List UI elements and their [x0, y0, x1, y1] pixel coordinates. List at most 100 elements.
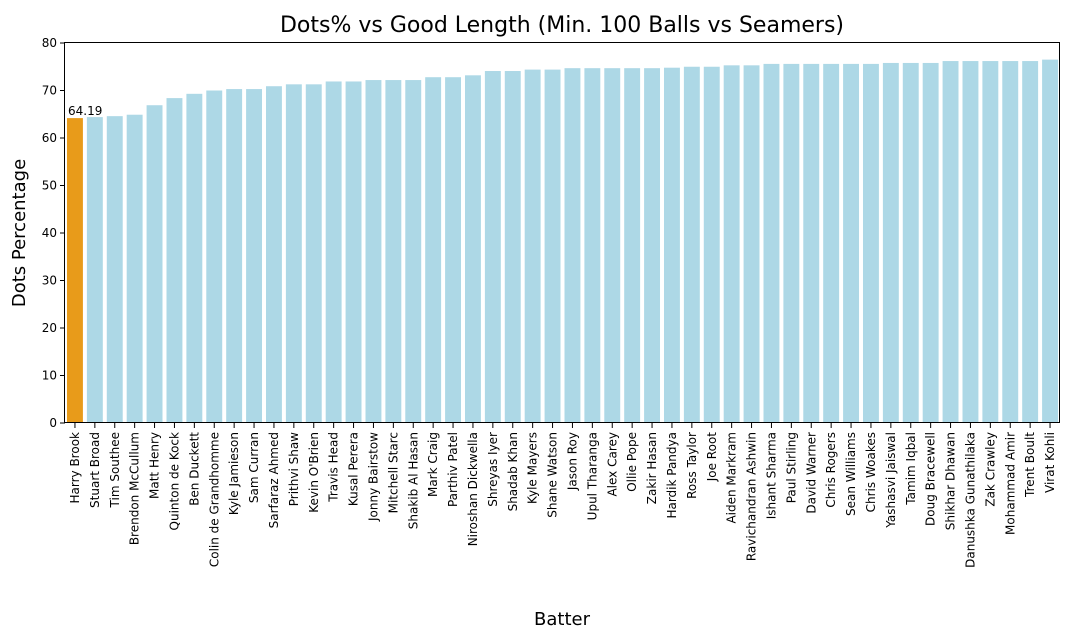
- bar: [743, 65, 760, 423]
- y-tick-label: 10: [42, 369, 57, 383]
- bar: [544, 69, 561, 423]
- x-tick-label: Aiden Markram: [725, 432, 739, 524]
- bar: [1002, 61, 1019, 424]
- x-tick-label: Kyle Jamieson: [227, 432, 241, 515]
- x-tick-label: Travis Head: [327, 432, 341, 503]
- bar: [86, 117, 103, 423]
- bar: [723, 65, 740, 423]
- bar: [166, 98, 183, 423]
- x-tick-label: Virat Kohli: [1043, 432, 1057, 493]
- bar: [763, 63, 780, 424]
- bar: [206, 90, 223, 423]
- x-tick-label: David Warner: [804, 432, 818, 514]
- x-tick-label: Niroshan Dickwella: [466, 432, 480, 546]
- x-tick-label: Kevin O'Brien: [307, 432, 321, 513]
- bar: [803, 63, 820, 424]
- x-tick-label: Shadab Khan: [506, 432, 520, 511]
- data-labels-group: 64.19: [68, 104, 102, 118]
- y-tick-label: 50: [42, 179, 57, 193]
- bar: [882, 62, 899, 423]
- x-tick-label: Ollie Pope: [625, 432, 639, 492]
- bar: [663, 67, 680, 423]
- chart-title: Dots% vs Good Length (Min. 100 Balls vs …: [280, 13, 844, 38]
- data-label: 64.19: [68, 104, 102, 118]
- x-tick-label: Hardik Pandya: [665, 432, 679, 519]
- x-tick-label: Shakib Al Hasan: [406, 432, 420, 529]
- bar: [325, 81, 342, 423]
- bar: [305, 84, 322, 423]
- x-tick-label: Mohammad Amir: [1003, 432, 1017, 535]
- x-tick-label: Mark Craig: [426, 432, 440, 497]
- bar: [862, 63, 879, 424]
- plot-frame: [64, 42, 1060, 423]
- y-tick-label: 30: [42, 274, 57, 288]
- bar: [604, 68, 621, 424]
- x-tick-label: Ben Duckett: [187, 432, 201, 506]
- y-axis-label: Dots Percentage: [9, 159, 30, 307]
- x-tick-label: Mitchell Starc: [386, 432, 400, 513]
- bars-group: [66, 59, 1059, 424]
- x-tick-label: Shikhar Dhawan: [944, 432, 958, 530]
- bar: [365, 80, 382, 424]
- x-tick-label: Parthiv Patel: [446, 432, 460, 507]
- x-tick-label: Harry Brook: [68, 432, 82, 504]
- x-tick-label: Shane Watson: [546, 432, 560, 518]
- y-tick-label: 40: [42, 226, 57, 240]
- bar: [1042, 59, 1059, 423]
- y-tick-label: 0: [49, 416, 57, 430]
- y-axis: 0 10 20 30 40 50 60 70 80: [42, 36, 65, 430]
- bar: [1022, 61, 1039, 424]
- bar: [922, 62, 939, 423]
- x-tick-label: Prithvi Shaw: [287, 432, 301, 506]
- x-tick-label: Sarfaraz Ahmed: [267, 432, 281, 528]
- bar: [644, 68, 661, 424]
- x-tick-label: Stuart Broad: [88, 432, 102, 508]
- x-tick-label: Tamim Iqbal: [904, 432, 918, 506]
- x-tick-label: Tim Southee: [108, 432, 122, 508]
- y-tick-label: 20: [42, 321, 57, 335]
- x-tick-label: Kyle Mayers: [526, 432, 540, 504]
- x-tick-label: Jonny Bairstow: [366, 432, 380, 522]
- bar: [146, 105, 163, 423]
- x-axis: Harry Brook Stuart Broad Tim Southee Brendo…: [68, 423, 1057, 568]
- bar: [126, 114, 143, 423]
- bar: [942, 61, 959, 424]
- bar: [464, 75, 481, 424]
- x-tick-label: Danushka Gunathilaka: [963, 432, 977, 568]
- x-tick-label: Doug Bracewell: [924, 432, 938, 526]
- bar: [265, 86, 282, 423]
- y-tick-label: 80: [42, 36, 57, 50]
- x-tick-label: Jason Roy: [565, 432, 579, 491]
- x-tick-label: Matt Henry: [148, 432, 162, 499]
- x-tick-label: Upul Tharanga: [585, 432, 599, 520]
- x-tick-label: Zakir Hasan: [645, 432, 659, 504]
- bar: [683, 66, 700, 423]
- bar: [982, 61, 999, 424]
- bar: [624, 68, 641, 424]
- bar: [226, 89, 243, 423]
- x-tick-label: Chris Woakes: [864, 432, 878, 512]
- bar: [584, 68, 601, 424]
- bar: [484, 71, 501, 424]
- bar: [703, 66, 720, 423]
- x-tick-label: Trent Boult: [1023, 432, 1037, 498]
- bar: [902, 62, 919, 423]
- x-tick-label: Chris Rogers: [824, 432, 838, 508]
- bar: [823, 63, 840, 424]
- bar: [425, 77, 442, 423]
- x-tick-label: Alex Carey: [605, 432, 619, 497]
- bar: [246, 89, 263, 423]
- bar: [385, 80, 402, 424]
- x-tick-label: Shreyas Iyer: [486, 432, 500, 507]
- y-tick-label: 60: [42, 131, 57, 145]
- bar: [285, 84, 302, 423]
- x-axis-label: Batter: [534, 609, 591, 630]
- x-tick-label: Quinton de Kock: [167, 432, 181, 530]
- x-tick-label: Zak Crawley: [983, 432, 997, 507]
- bar: [345, 81, 362, 423]
- bar: [524, 69, 541, 423]
- bar: [504, 71, 521, 424]
- y-tick-label: 70: [42, 84, 57, 98]
- bar: [843, 63, 860, 424]
- x-tick-label: Kusal Perera: [347, 432, 361, 506]
